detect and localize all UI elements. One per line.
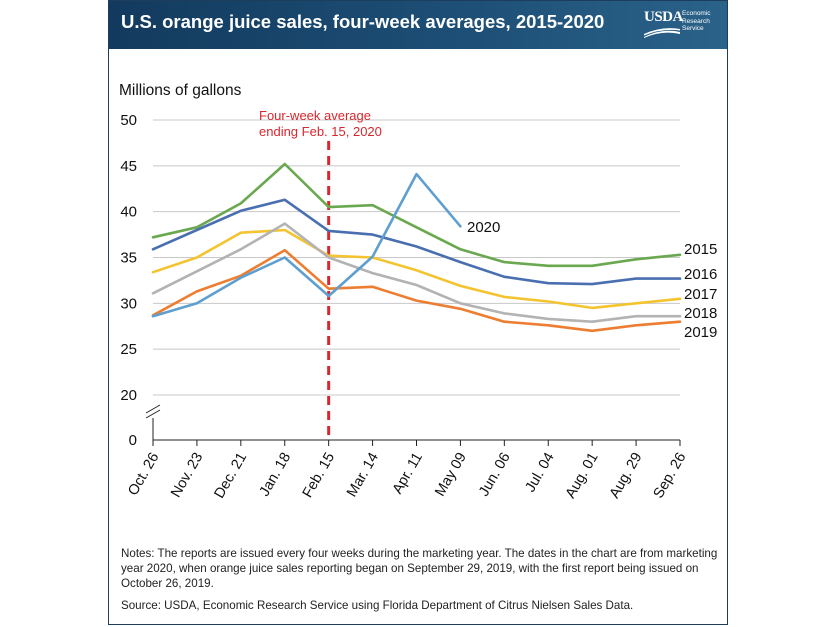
annotation-text: Four-week average <box>259 108 371 123</box>
series-line-2017 <box>151 228 682 310</box>
x-tick-label: Aug. 01 <box>563 450 602 501</box>
y-tick-label: 40 <box>120 204 137 221</box>
series-label-2020: 2020 <box>467 219 500 236</box>
logo-hills-icon <box>644 28 680 38</box>
series-label-2015: 2015 <box>684 241 717 258</box>
logo-wordmark: USDA <box>644 9 683 25</box>
logo-sub-line: Service <box>682 25 704 32</box>
logo-sub-line: Research <box>682 17 710 25</box>
figure-frame: U.S. orange juice sales, four-week avera… <box>108 0 728 625</box>
x-tick-label: Feb. 15 <box>300 450 338 501</box>
series-label-2017: 2017 <box>684 286 717 303</box>
series-labels: 2015 2016 2017 2018 2019 2020 <box>467 219 717 341</box>
x-tick-label: Jan. 18 <box>257 450 295 499</box>
y-tick-label: 20 <box>120 387 137 404</box>
axis-break-mark <box>145 409 161 419</box>
y-axis-ticks: 0 20 25 30 35 40 45 50 <box>120 112 137 449</box>
logo-agency-name: Economic Research Service <box>682 10 726 33</box>
x-axis: Oct. 26 Nov. 23 Dec. 21 Jan. 18 Feb. 15 Mar. … <box>125 439 690 501</box>
y-tick-label: 25 <box>120 341 137 358</box>
y-tick-label: 0 <box>129 432 137 449</box>
x-tick-label: Jun. 06 <box>476 450 514 499</box>
y-tick-label: 50 <box>120 112 137 129</box>
x-tick-label: Sep. 26 <box>651 450 690 501</box>
x-tick-label: Jul. 04 <box>522 450 557 495</box>
annotation-text: ending Feb. 15, 2020 <box>259 124 382 139</box>
y-tick-label: 45 <box>120 158 137 175</box>
grid-lines <box>153 119 680 396</box>
x-tick-label: Mar. 14 <box>344 450 382 500</box>
x-tick-label: Oct. 26 <box>125 450 162 498</box>
x-tick-label: Aug. 29 <box>607 450 646 501</box>
series-lines <box>151 162 682 333</box>
series-label-2019: 2019 <box>684 324 717 341</box>
axis-break-mark <box>145 404 161 414</box>
axis-break-icon <box>145 404 161 440</box>
series-label-2018: 2018 <box>684 305 717 322</box>
x-tick-label: Apr. 11 <box>390 450 426 497</box>
chart-source: Source: USDA, Economic Research Service … <box>121 599 634 612</box>
x-tick-label: May 09 <box>432 450 470 499</box>
header-bar: U.S. orange juice sales, four-week avera… <box>109 1 727 49</box>
x-tick-label: Dec. 21 <box>211 450 250 501</box>
series-line-2018 <box>151 222 682 323</box>
y-tick-label: 30 <box>120 295 137 312</box>
y-tick-label: 35 <box>120 250 137 267</box>
chart-title: U.S. orange juice sales, four-week avera… <box>121 11 605 32</box>
y-axis-title: Millions of gallons <box>119 82 242 99</box>
series-line-2020 <box>151 172 462 318</box>
x-tick-label: Nov. 23 <box>168 450 206 500</box>
series-line-2015 <box>151 162 682 268</box>
logo-sub-line: Economic <box>682 10 711 17</box>
series-line-2019 <box>151 248 682 333</box>
usda-logo: USDA Economic Research Service <box>644 9 724 43</box>
chart-notes: Notes: The reports are issued every four… <box>121 547 718 590</box>
series-label-2016: 2016 <box>684 266 717 283</box>
series-line-2016 <box>151 198 682 286</box>
